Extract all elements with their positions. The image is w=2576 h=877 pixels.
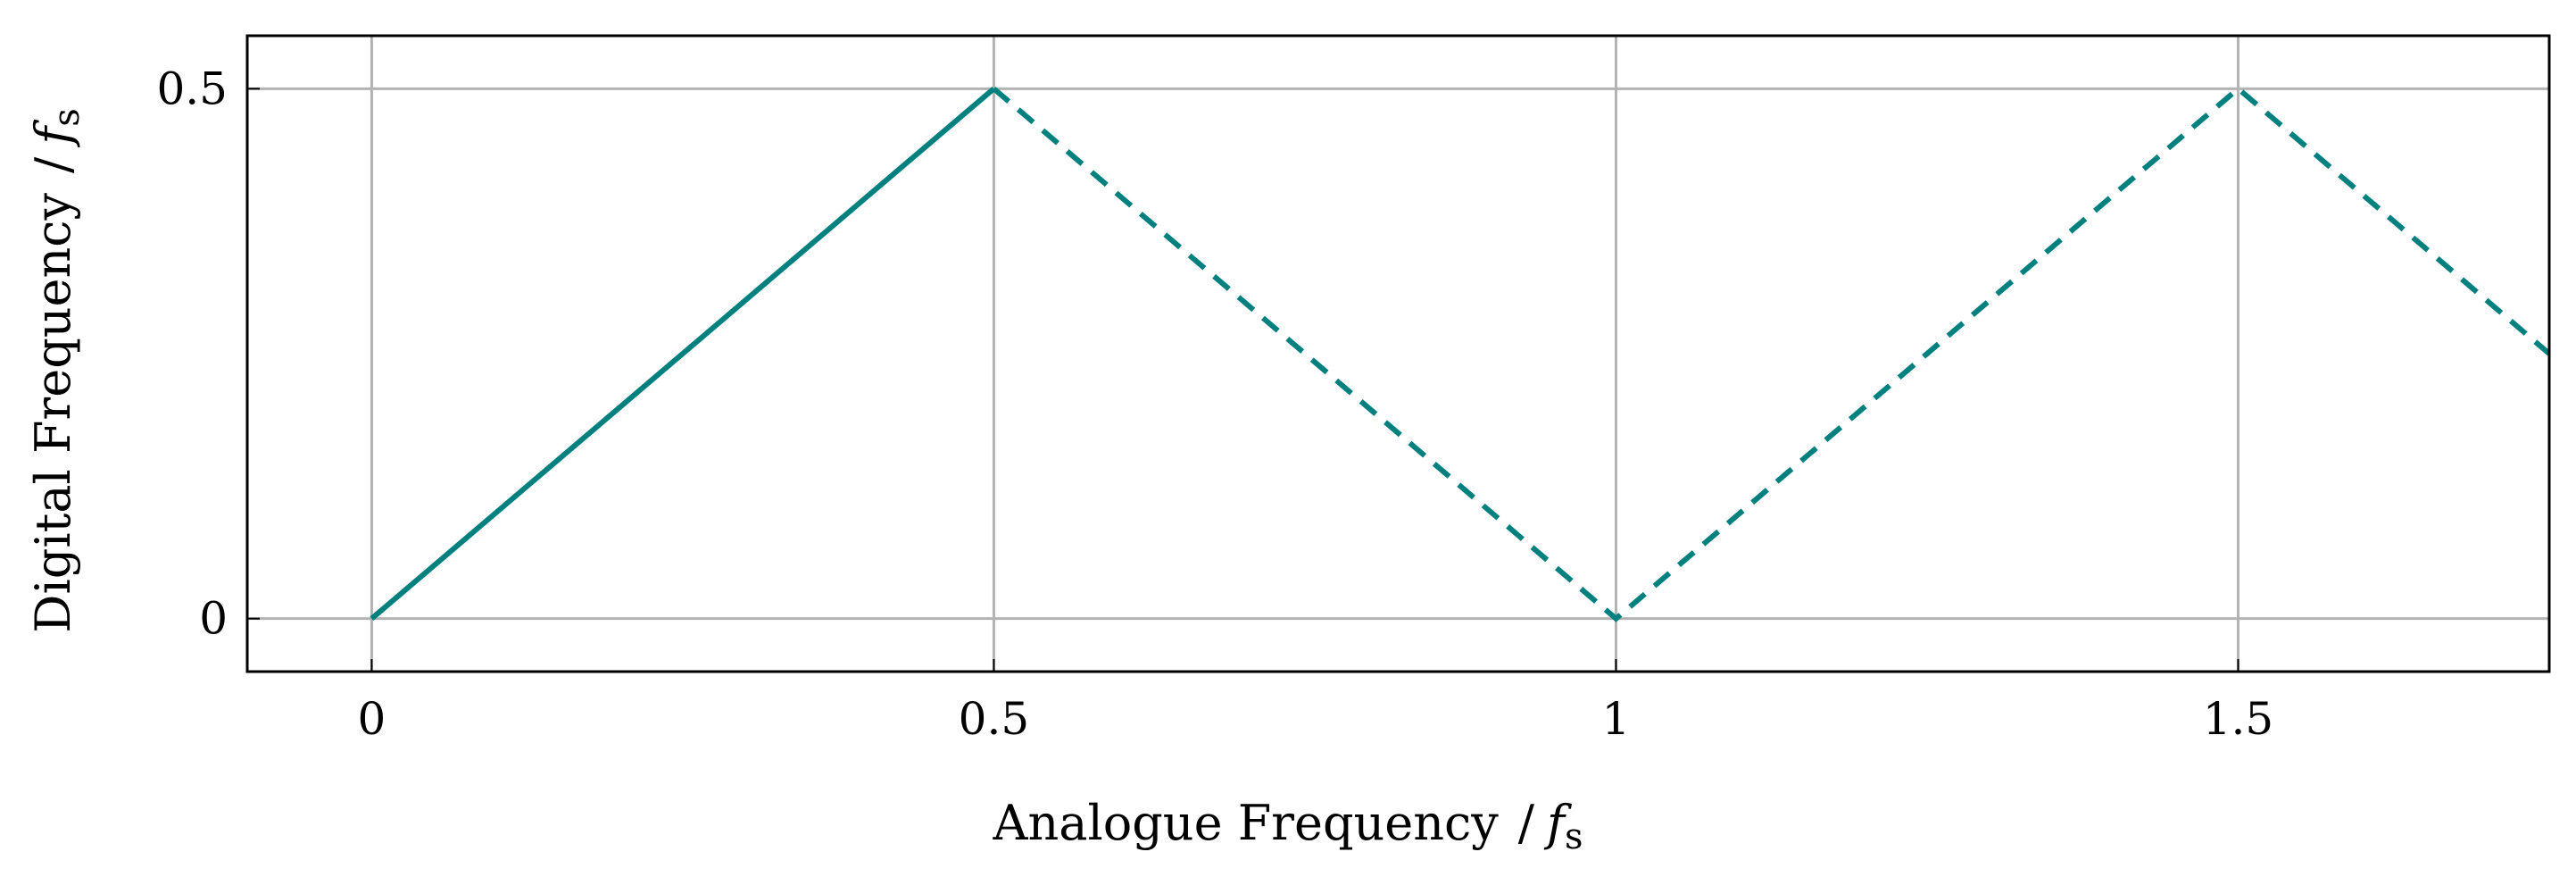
- x-tick-label: 1.5: [2203, 693, 2274, 745]
- x-axis-unit-subscript: s: [1565, 816, 1583, 857]
- x-tick-label: 1: [1602, 693, 1631, 745]
- x-axis-unit-separator: /: [1518, 795, 1535, 851]
- grid: [247, 36, 2549, 672]
- x-tick-label: 0: [357, 693, 386, 745]
- x-axis-label-text: Analogue Frequency: [992, 795, 1499, 851]
- y-axis-unit-subscript: s: [46, 108, 87, 127]
- series-group: [370, 85, 2551, 622]
- x-axis-label: Analogue Frequency / fs: [992, 795, 1583, 857]
- y-axis-unit-separator: /: [25, 156, 81, 173]
- y-axis-label-text: Digital Frequency: [25, 192, 81, 632]
- x-tick-label: 0.5: [959, 693, 1030, 745]
- plot-frame: [245, 34, 2551, 673]
- y-tick-label: 0: [199, 593, 228, 645]
- ticks: 0 0.5 1 1.5 0 0.5: [156, 63, 2273, 745]
- series-line-dashed: [992, 85, 2551, 622]
- y-axis-label: Digital Frequency/fs: [25, 108, 87, 633]
- y-tick-label: 0.5: [156, 63, 228, 114]
- series-line-solid: [370, 87, 996, 621]
